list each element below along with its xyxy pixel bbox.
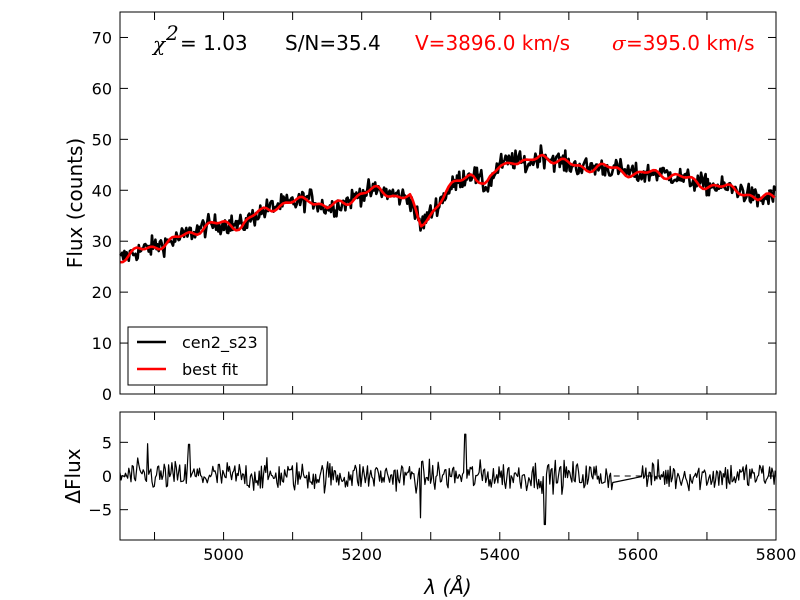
spectrum-y-tick-label: 20 [92, 283, 112, 302]
residuals-series [119, 433, 776, 526]
spectrum-y-tick-label: 10 [92, 334, 112, 353]
legend-label-data: cen2_s23 [182, 333, 258, 353]
sigma-symbol: σ [612, 31, 627, 55]
residuals-frame [119, 411, 777, 541]
spectrum-y-tick-label: 40 [92, 181, 112, 200]
residuals-x-tick-label: 5400 [479, 545, 520, 564]
chi-value: = 1.03 [180, 31, 248, 55]
sn-annotation: S/N=35.4 [285, 31, 381, 55]
spectrum-y-tick-label: 0 [102, 385, 112, 404]
spectrum-y-tick-label: 50 [92, 130, 112, 149]
legend: cen2_s23 best fit [127, 326, 268, 386]
chi-symbol: χ [151, 32, 167, 56]
spectrum-panel: 0 10 20 30 40 50 60 70 χ 2 = 1.03 S/N=35.4 V=38… [63, 11, 777, 404]
spectrum-y-tick-label: 60 [92, 79, 112, 98]
residuals-x-tick-label: 5000 [203, 545, 244, 564]
residuals-panel: −5 0 5 5000 5200 5400 5600 5800 ΔFlux λ (Å) [61, 411, 796, 599]
spectrum-fit-line [119, 153, 776, 264]
sigma-annotation: =395.0 km/s [626, 31, 755, 55]
velocity-annotation: V=3896.0 km/s [415, 31, 570, 55]
legend-label-fit: best fit [182, 360, 238, 379]
residuals-y-axis-label: ΔFlux [61, 448, 85, 503]
spectrum-y-tick-label: 30 [92, 232, 112, 251]
legend-box [127, 326, 268, 386]
residuals-y-tick-label: −5 [88, 501, 112, 520]
residuals-x-tick-label: 5800 [756, 545, 797, 564]
spectrum-y-tick-labels: 0 10 20 30 40 50 60 70 [92, 28, 112, 404]
spectrum-y-axis-label: Flux (counts) [63, 138, 87, 268]
residuals-y-tick-label: 5 [102, 433, 112, 452]
spectrum-frame [119, 11, 777, 395]
spectrum-series [119, 144, 777, 264]
residuals-x-axis-label: λ (Å) [423, 575, 471, 599]
spectrum-y-tick-label: 70 [92, 28, 112, 47]
residuals-y-tick-labels: −5 0 5 [88, 433, 112, 519]
residuals-x-tick-label: 5600 [618, 545, 659, 564]
chi-superscript: 2 [165, 21, 179, 45]
residuals-x-tick-label: 5200 [341, 545, 382, 564]
residuals-y-tick-label: 0 [102, 467, 112, 486]
residuals-line [119, 433, 776, 526]
residuals-x-tick-labels: 5000 5200 5400 5600 5800 [203, 545, 796, 564]
